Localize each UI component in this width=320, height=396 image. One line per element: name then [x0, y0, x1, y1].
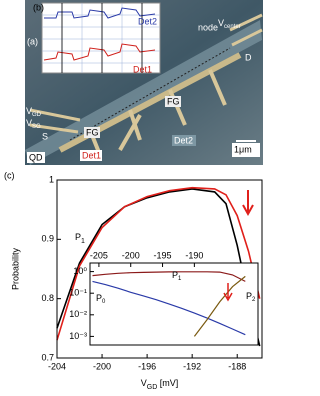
panel-label: (a)	[27, 36, 38, 46]
label: FG	[167, 96, 180, 106]
arrow	[223, 283, 233, 302]
x-tick-label: -192	[183, 361, 201, 371]
x-tick-label: -205	[90, 250, 108, 260]
plot-frame	[89, 262, 259, 346]
panel-label: (c)	[4, 170, 15, 180]
data-line	[92, 271, 246, 282]
label: Det2	[138, 16, 157, 26]
y-tick-label: 1	[49, 174, 54, 184]
data-line	[92, 280, 246, 336]
label: VGD	[26, 106, 42, 117]
y-tick-label: 0.8	[41, 293, 54, 303]
inset-chart: 10⁰ 10⁻¹ 10⁻² 10⁻³ -205 -200 -195 -190	[69, 250, 259, 346]
label: Vcenter	[218, 18, 241, 29]
figure: (a) node Vcenter D FG FG S VGD VSG QD De…	[4, 0, 263, 391]
data-line	[193, 275, 246, 337]
main-chart: 0.7 0.8 0.9 1 -204 -200 -196 -192 -188 Probabilit…	[10, 174, 263, 391]
scale-bar-label: 1μm	[234, 144, 252, 154]
label: D	[245, 52, 252, 62]
label: S	[42, 131, 48, 141]
panel-label: (b)	[33, 2, 44, 12]
x-tick-label: -188	[228, 361, 246, 371]
trace-panel	[41, 2, 161, 74]
plot-frame	[56, 179, 263, 359]
label: Det1	[133, 64, 152, 74]
label: QD	[29, 152, 43, 162]
x-tick-label: -190	[185, 250, 203, 260]
label: Det2	[174, 135, 193, 145]
series-label: P1	[172, 270, 182, 281]
data-line	[56, 186, 261, 341]
y-axis-label: Probability	[10, 247, 20, 290]
y-tick-label: 0.9	[41, 234, 54, 244]
y-tick-label: 0.7	[41, 352, 54, 362]
x-tick-label: -204	[48, 361, 66, 371]
series-label: P1	[75, 232, 85, 244]
x-tick-label: -195	[154, 250, 172, 260]
x-tick-label: -200	[93, 361, 111, 371]
y-tick-label: 10⁻¹	[69, 288, 87, 298]
y-tick-label: 10⁻²	[69, 309, 87, 319]
arrow	[242, 190, 254, 217]
series-label: P0	[96, 293, 106, 304]
label: Det1	[82, 150, 101, 160]
label: FG	[86, 127, 99, 137]
label: node	[198, 22, 218, 32]
series-label: P2	[246, 291, 256, 302]
label: VSG	[26, 118, 41, 129]
y-tick-label: 10⁰	[73, 266, 87, 276]
x-tick-label: -196	[138, 361, 156, 371]
data-line	[56, 188, 261, 347]
x-tick-label: -200	[122, 250, 140, 260]
y-tick-label: 10⁻³	[69, 331, 87, 341]
x-axis-label: VGD [mV]	[141, 378, 179, 390]
